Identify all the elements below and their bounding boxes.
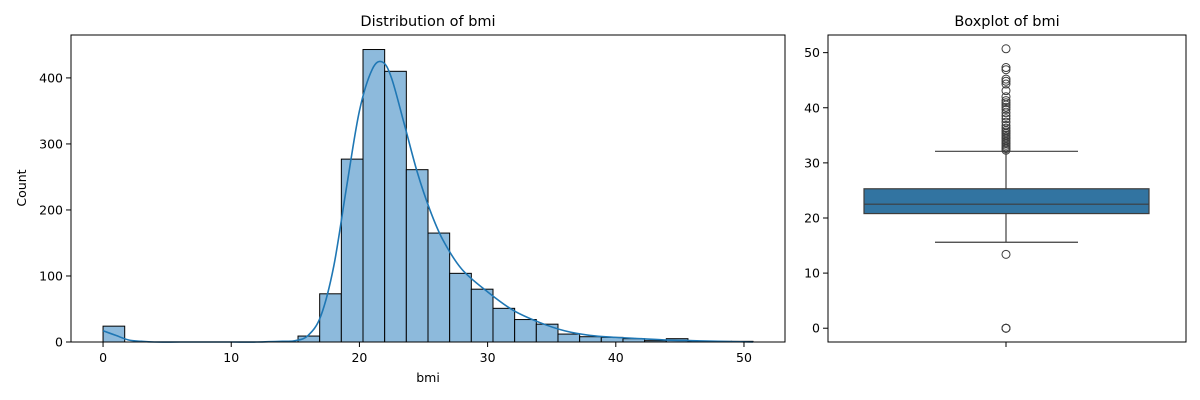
boxplot-panel: Boxplot of bmi 0 10 20 30 40 50 <box>804 14 1187 347</box>
histogram-bar <box>384 70 407 343</box>
outlier-point <box>1001 86 1011 96</box>
outlier-point <box>1001 63 1011 73</box>
histogram-bar <box>340 158 364 343</box>
histogram-bars <box>102 49 754 343</box>
outlier-point <box>1001 120 1011 130</box>
y-tick-label: 200 <box>39 202 63 217</box>
histogram-bar <box>427 232 451 343</box>
y-tick-label: 0 <box>812 321 820 336</box>
boxplot-elements <box>863 150 1150 243</box>
histogram-panel: Distribution of bmi 0 10 20 30 40 50 0 100 200 3… <box>14 14 786 385</box>
histogram-bar <box>449 272 472 343</box>
histogram-bar <box>579 336 602 343</box>
outlier-point <box>1001 98 1011 108</box>
interquartile-box <box>863 188 1150 215</box>
x-tick-label: 0 <box>99 350 107 365</box>
y-tick-label: 300 <box>39 136 63 151</box>
histogram-y-ticks: 0 100 200 300 400 <box>39 70 71 350</box>
y-tick-label: 20 <box>804 210 820 225</box>
y-tick-label: 30 <box>804 155 820 170</box>
outlier-point <box>1001 74 1011 84</box>
y-tick-label: 400 <box>39 70 63 85</box>
histogram-y-axis-label: Count <box>14 169 29 206</box>
y-tick-label: 50 <box>804 45 820 60</box>
outlier-point <box>1001 102 1011 112</box>
outlier-point <box>1001 111 1011 121</box>
outlier-point <box>1001 323 1011 333</box>
y-tick-label: 10 <box>804 266 820 281</box>
histogram-bar <box>319 293 342 343</box>
histogram-title: Distribution of bmi <box>360 14 495 30</box>
histogram-x-axis-label: bmi <box>416 370 440 385</box>
y-tick-label: 40 <box>804 100 820 115</box>
y-tick-label: 100 <box>39 268 63 283</box>
outlier-point <box>1001 114 1011 124</box>
x-tick-label: 50 <box>736 350 752 365</box>
x-tick-label: 10 <box>223 350 239 365</box>
boxplot-title: Boxplot of bmi <box>954 14 1059 30</box>
y-tick-label: 0 <box>55 335 63 350</box>
histogram-bar <box>514 319 537 343</box>
x-tick-label: 40 <box>608 350 624 365</box>
boxplot-y-ticks: 0 10 20 30 40 50 <box>804 45 828 336</box>
outlier-point <box>1001 76 1011 86</box>
outlier-point <box>1001 65 1011 75</box>
boxplot-axes-frame <box>827 34 1187 343</box>
histogram-bar <box>492 307 516 343</box>
boxplot-outliers <box>1001 44 1011 333</box>
x-tick-label: 30 <box>480 350 496 365</box>
outlier-point <box>1001 123 1011 133</box>
histogram-x-ticks: 0 10 20 30 40 50 <box>99 342 752 365</box>
outlier-point <box>1001 117 1011 127</box>
outlier-point <box>1001 96 1011 106</box>
histogram-axes-frame <box>70 34 786 343</box>
histogram-bar <box>557 333 581 343</box>
histogram-bar <box>470 288 494 343</box>
histogram-bar <box>362 49 386 343</box>
x-tick-label: 20 <box>351 350 367 365</box>
histogram-bar <box>535 323 559 343</box>
outlier-point <box>1001 79 1011 89</box>
outlier-point <box>1001 249 1011 259</box>
outlier-point <box>1001 44 1011 54</box>
outlier-point <box>1001 92 1011 102</box>
outlier-point <box>1001 104 1011 114</box>
